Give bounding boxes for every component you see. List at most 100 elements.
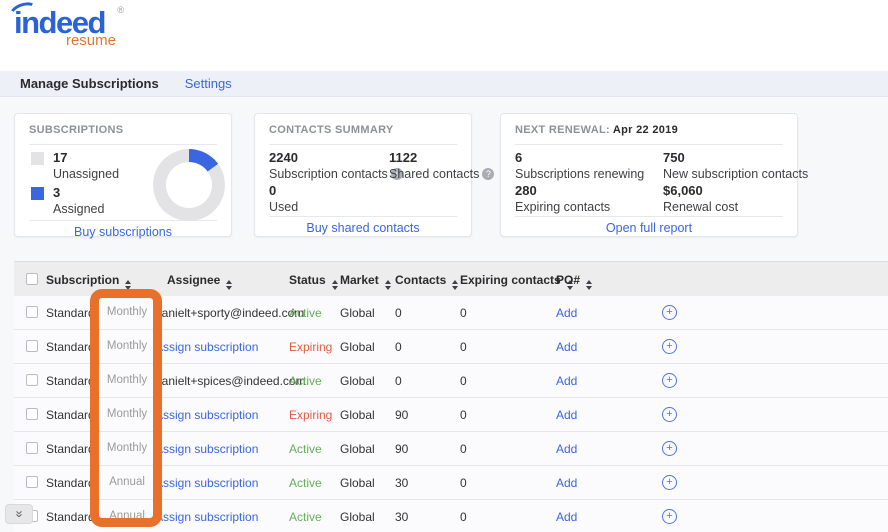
po-add-link[interactable]: Add — [556, 442, 577, 456]
po-add-link[interactable]: Add — [556, 476, 577, 490]
po-add-link[interactable]: Add — [556, 408, 577, 422]
row-checkbox[interactable] — [26, 408, 38, 420]
row-checkbox[interactable] — [26, 374, 38, 386]
new-contacts-label: New subscription contacts — [663, 166, 808, 183]
sort-icon — [385, 280, 391, 290]
market-cell: Global — [340, 306, 375, 320]
term-cell: Monthly — [95, 306, 159, 318]
header-contacts[interactable]: Contacts — [395, 273, 458, 290]
row-checkbox[interactable] — [26, 476, 38, 488]
header-po[interactable]: PO# — [556, 273, 592, 290]
term-cell: Monthly — [95, 340, 159, 352]
term-cell: Monthly — [95, 442, 159, 454]
sort-icon — [226, 280, 232, 290]
row-checkbox[interactable] — [26, 306, 38, 318]
assignee-cell[interactable]: Assign subscription — [155, 442, 258, 456]
plus-circle-icon[interactable]: + — [662, 509, 677, 524]
subscription-cell: Standard — [46, 340, 95, 354]
plus-circle-icon[interactable]: + — [662, 407, 677, 422]
term-cell: Annual — [95, 510, 159, 522]
contacts-cell: 30 — [395, 510, 408, 524]
table-row: Standard Monthly Assign subscription Exp… — [14, 398, 888, 432]
po-add-link[interactable]: Add — [556, 306, 577, 320]
market-cell: Global — [340, 340, 375, 354]
plus-circle-icon[interactable]: + — [662, 373, 677, 388]
renewing-label: Subscriptions renewing — [515, 166, 649, 183]
status-cell: Expiring — [289, 408, 332, 422]
legend-swatch-assigned — [31, 187, 44, 200]
assignee-cell[interactable]: Assign subscription — [155, 340, 258, 354]
row-checkbox[interactable] — [26, 442, 38, 454]
used-label: Used — [269, 199, 389, 216]
contacts-cell: 30 — [395, 476, 408, 490]
question-icon[interactable]: ? — [482, 168, 494, 180]
term-cell: Monthly — [95, 374, 159, 386]
expiring-contacts-cell: 0 — [460, 408, 467, 422]
subscription-cell: Standard — [46, 510, 95, 524]
renewing-count: 6 — [515, 150, 649, 166]
subscriptions-card: SUBSCRIPTIONS 17 Unassigned 3 Assigned B… — [14, 113, 232, 237]
subscriptions-table: Subscription Assignee Status Market Cont… — [14, 261, 888, 532]
unassigned-count: 17 — [53, 150, 119, 166]
contacts-cell: 0 — [395, 306, 402, 320]
header-market[interactable]: Market — [340, 273, 391, 290]
buy-subscriptions-link[interactable]: Buy subscriptions — [74, 225, 172, 239]
header-subscription[interactable]: Subscription — [46, 273, 131, 290]
market-cell: Global — [340, 408, 375, 422]
market-cell: Global — [340, 374, 375, 388]
table-row: Standard Annual Assign subscription Acti… — [14, 500, 888, 532]
status-cell: Active — [289, 374, 322, 388]
plus-circle-icon[interactable]: + — [662, 305, 677, 320]
double-chevron-down-icon: « — [14, 510, 24, 517]
next-renewal-card: NEXT RENEWAL: Apr 22 2019 6 Subscription… — [500, 113, 798, 237]
header-status[interactable]: Status — [289, 273, 338, 290]
table-row: Standard Monthly danielt+sporty@indeed.c… — [14, 296, 888, 330]
table-row: Standard Monthly Assign subscription Exp… — [14, 330, 888, 364]
status-cell: Expiring — [289, 340, 332, 354]
row-checkbox[interactable] — [26, 340, 38, 352]
po-add-link[interactable]: Add — [556, 374, 577, 388]
market-cell: Global — [340, 510, 375, 524]
assignee-cell: danielt+sporty@indeed.com — [155, 306, 304, 320]
assignee-cell[interactable]: Assign subscription — [155, 510, 258, 524]
market-cell: Global — [340, 442, 375, 456]
open-full-report-link[interactable]: Open full report — [606, 221, 692, 235]
plus-circle-icon[interactable]: + — [662, 339, 677, 354]
status-cell: Active — [289, 306, 322, 320]
po-add-link[interactable]: Add — [556, 510, 577, 524]
expiring-label: Expiring contacts — [515, 199, 649, 216]
status-cell: Active — [289, 442, 322, 456]
plus-circle-icon[interactable]: + — [662, 441, 677, 456]
tab-manage-subscriptions[interactable]: Manage Subscriptions — [20, 76, 159, 91]
used-count: 0 — [269, 183, 389, 199]
assignee-cell[interactable]: Assign subscription — [155, 408, 258, 422]
unassigned-label: Unassigned — [53, 166, 119, 183]
tab-settings[interactable]: Settings — [185, 76, 232, 91]
select-all-checkbox[interactable] — [26, 273, 38, 285]
assigned-label: Assigned — [53, 201, 104, 218]
assignee-cell[interactable]: Assign subscription — [155, 476, 258, 490]
renewal-cost: $6,060 — [663, 183, 808, 199]
expiring-contacts-cell: 0 — [460, 442, 467, 456]
status-cell: Active — [289, 476, 322, 490]
buy-shared-contacts-link[interactable]: Buy shared contacts — [306, 221, 419, 235]
subscriptions-card-title: SUBSCRIPTIONS — [29, 124, 217, 145]
header-assignee[interactable]: Assignee — [167, 273, 232, 290]
po-add-link[interactable]: Add — [556, 340, 577, 354]
contacts-summary-card: CONTACTS SUMMARY 2240 Subscription conta… — [254, 113, 472, 237]
subscription-cell: Standard — [46, 442, 95, 456]
expiring-count: 280 — [515, 183, 649, 199]
top-nav: Manage Subscriptions Settings — [0, 71, 888, 97]
subscriptions-donut-chart — [153, 149, 225, 221]
assigned-count: 3 — [53, 185, 104, 201]
sort-icon — [452, 280, 458, 290]
collapse-tab-button[interactable]: « — [5, 504, 33, 524]
contacts-cell: 0 — [395, 374, 402, 388]
renewal-date: Apr 22 2019 — [613, 124, 678, 136]
plus-circle-icon[interactable]: + — [662, 475, 677, 490]
renewal-cost-label: Renewal cost — [663, 199, 808, 216]
market-cell: Global — [340, 476, 375, 490]
donut-hole — [166, 162, 212, 208]
shared-contacts-count: 1122 — [389, 150, 494, 166]
renewal-card-title: NEXT RENEWAL: Apr 22 2019 — [515, 124, 783, 145]
